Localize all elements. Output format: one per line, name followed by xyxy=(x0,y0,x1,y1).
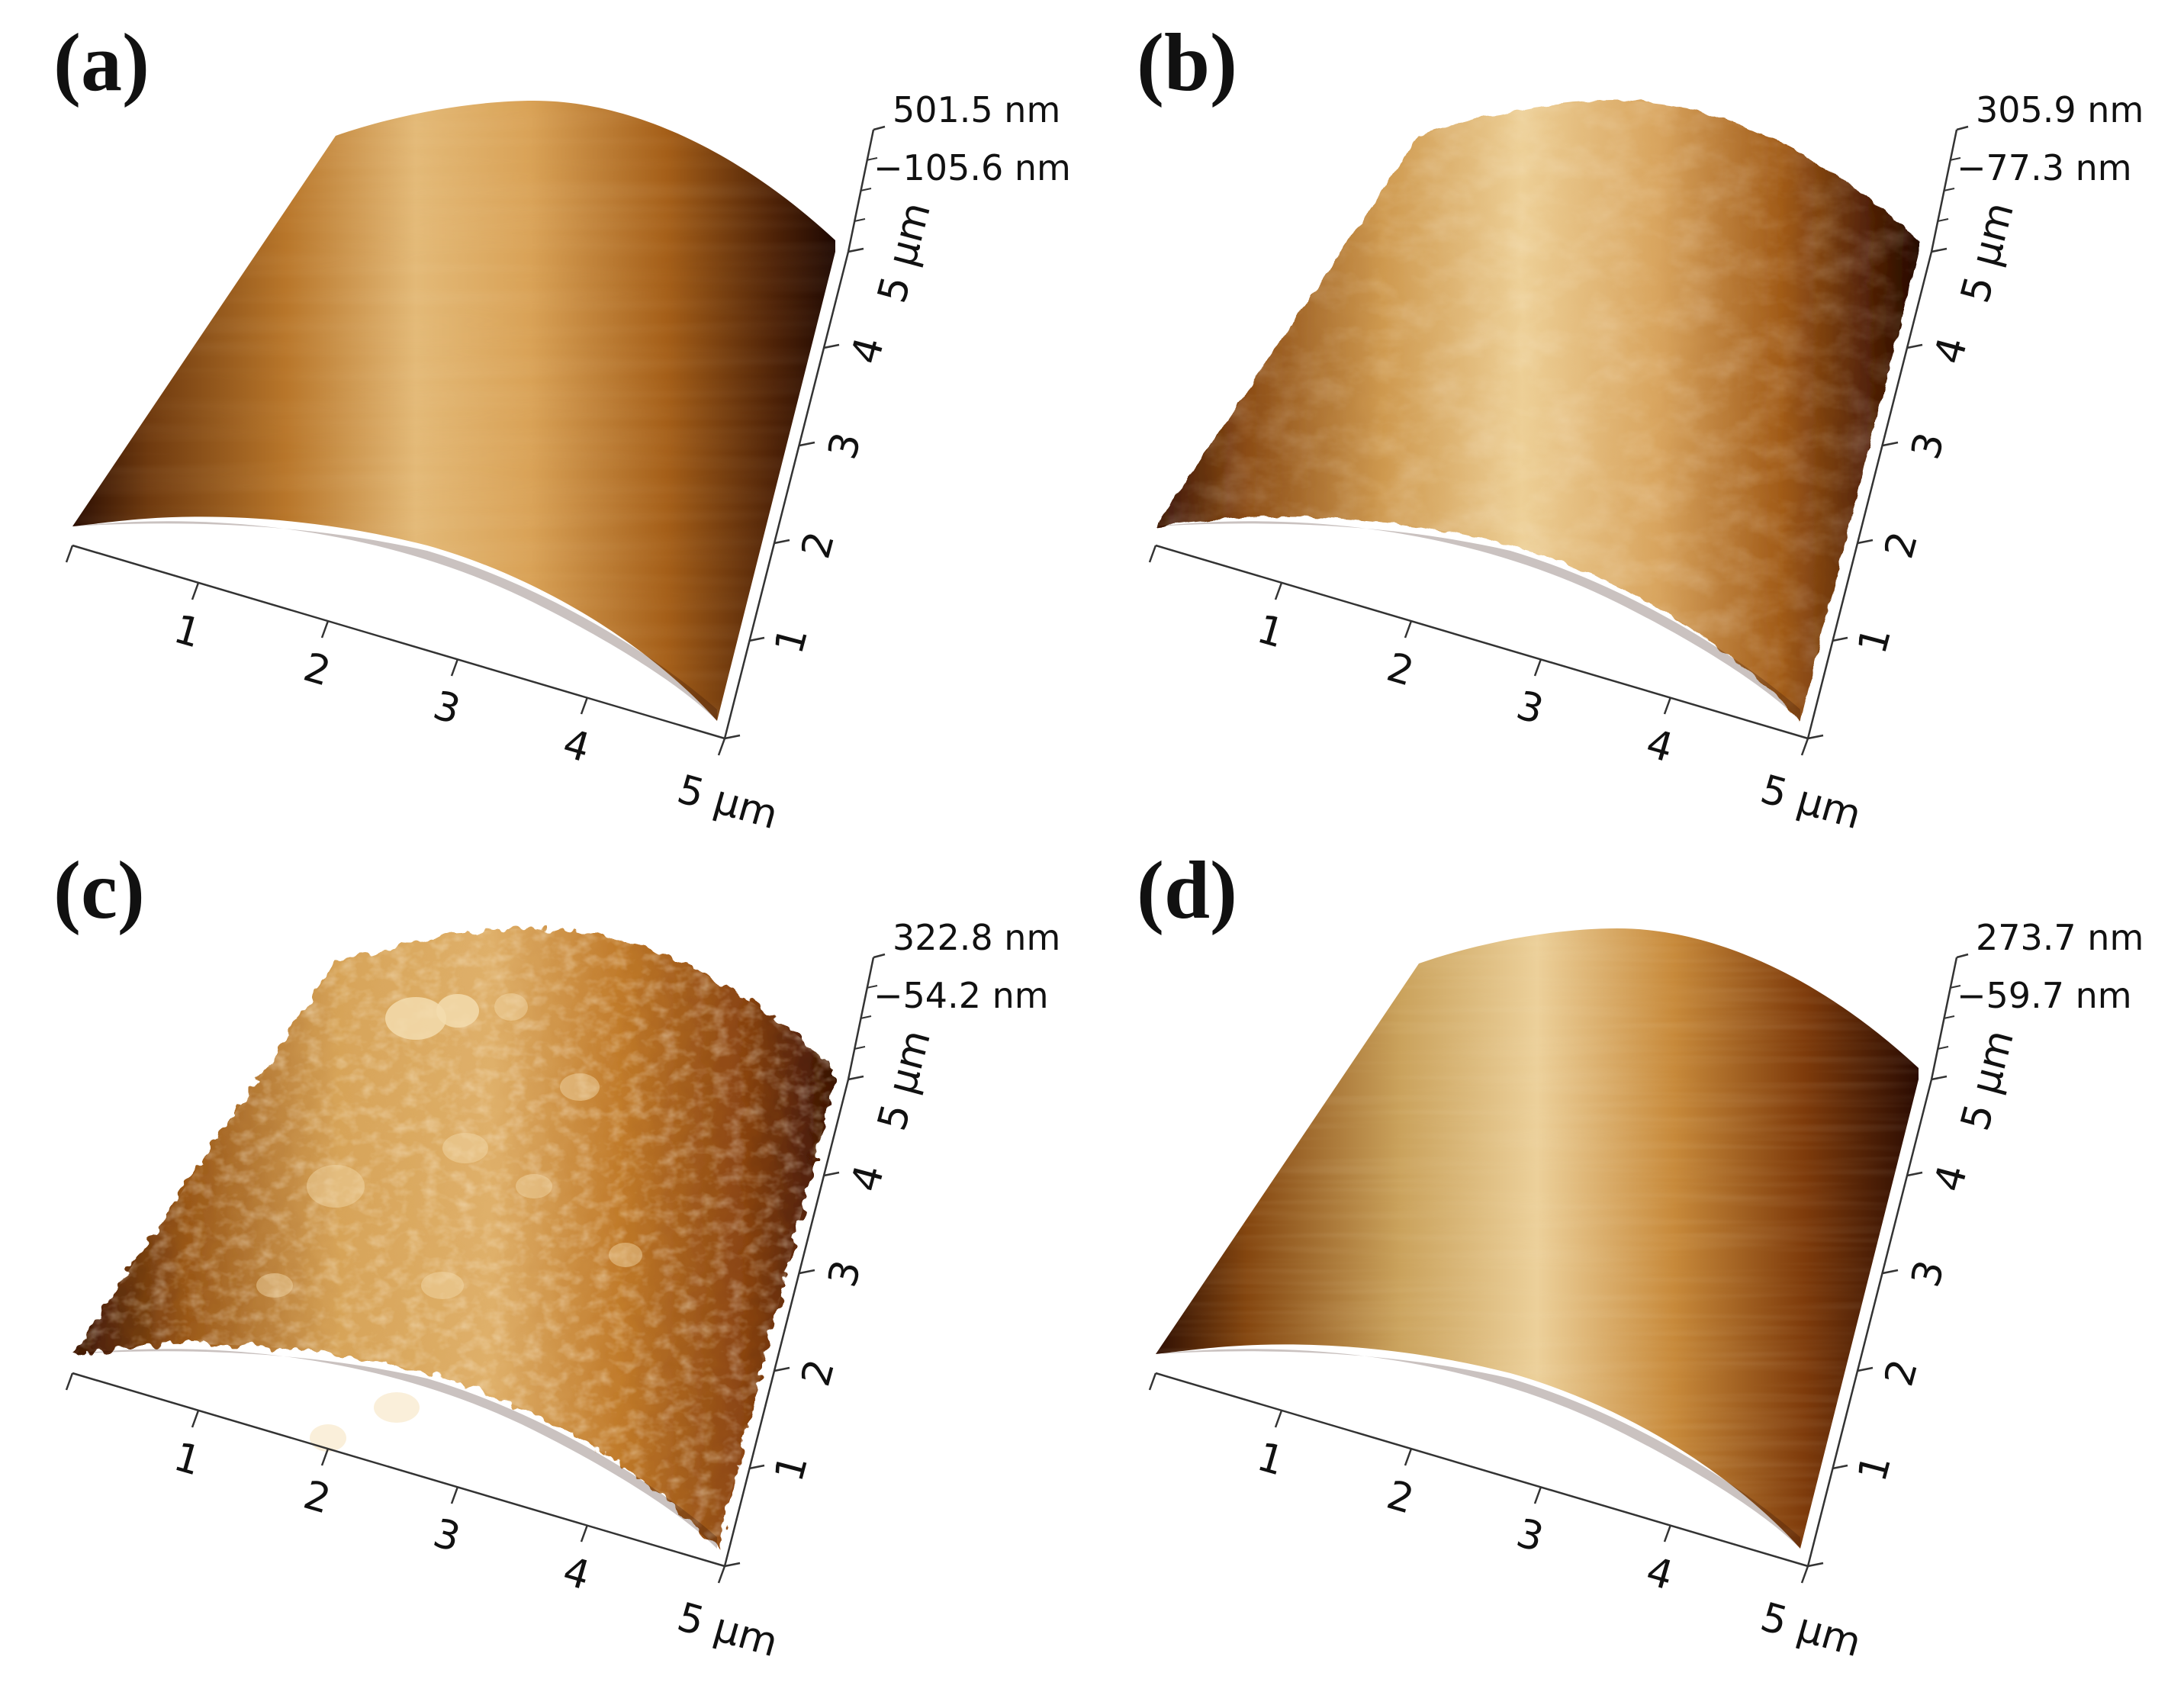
y-tick-label: 2 xyxy=(793,527,844,563)
z-max-label: 305.9 nm xyxy=(1976,89,2144,130)
x-tick-label: 2 xyxy=(298,645,335,696)
surface-grain xyxy=(374,1392,420,1423)
z-max-label: 501.5 nm xyxy=(893,89,1060,130)
y-tick-label: 2 xyxy=(1877,1355,1928,1391)
z-min-label: −59.7 nm xyxy=(1957,975,2132,1016)
surface-grain xyxy=(494,993,528,1021)
x-tick-label: 4 xyxy=(1641,1549,1677,1600)
x-tick-label: 1 xyxy=(1252,1434,1288,1485)
surface-grain xyxy=(560,1073,600,1101)
panel-d: 1 2 3 4 5 µm 1 2 3 4 5 µm 273.7 nm −59.7 nm (d) xyxy=(1137,845,2144,1666)
panel-letter: (d) xyxy=(1137,845,1237,936)
surface-grain xyxy=(307,1165,365,1208)
x-tick-label: 5 µm xyxy=(672,1594,783,1666)
y-tick-label: 1 xyxy=(767,1450,818,1486)
surface-grain xyxy=(516,1174,552,1198)
y-tick-label: 4 xyxy=(1926,1160,1977,1196)
y-tick-label: 5 µm xyxy=(1953,198,2023,307)
panel-c: 1 2 3 4 5 µm 1 2 3 4 5 µm 322.8 nm −54.2 nm (c) xyxy=(53,845,1060,1666)
x-tick-label: 3 xyxy=(428,1510,465,1562)
y-tick-label: 1 xyxy=(1850,1450,1901,1486)
panel-letter: (a) xyxy=(53,18,150,108)
x-tick-label: 2 xyxy=(1381,645,1418,696)
y-tick-label: 5 µm xyxy=(870,198,940,307)
y-tick-label: 3 xyxy=(820,1256,871,1292)
z-max-label: 322.8 nm xyxy=(893,917,1060,958)
x-tick-label: 4 xyxy=(558,721,594,772)
surface-grain xyxy=(436,994,479,1028)
x-tick-label: 5 µm xyxy=(672,767,783,838)
x-tick-label: 1 xyxy=(169,1434,205,1485)
surface-grain xyxy=(442,1133,488,1163)
x-tick-label: 3 xyxy=(1511,1510,1548,1562)
surface-grain xyxy=(385,997,446,1040)
surface-grain xyxy=(256,1273,293,1298)
surface-b xyxy=(1156,101,1919,721)
x-tick-label: 1 xyxy=(169,606,205,658)
x-tick-label: 4 xyxy=(558,1549,594,1600)
x-tick-label: 3 xyxy=(1511,683,1548,734)
panel-b: 1 2 3 4 5 µm 1 2 3 4 5 µm 305.9 nm −77.3 nm (b) xyxy=(1137,18,2144,838)
x-tick-label: 2 xyxy=(298,1472,335,1523)
y-tick-label: 4 xyxy=(1926,333,1977,368)
axes-b: 1 2 3 4 5 µm 1 2 3 4 5 µm 305.9 nm −77.3 nm xyxy=(1148,89,2144,838)
panel-letter: (c) xyxy=(53,845,145,936)
y-tick-label: 5 µm xyxy=(870,1025,940,1135)
surface-grain xyxy=(609,1243,642,1267)
surface-grain xyxy=(310,1424,346,1452)
x-tick-label: 1 xyxy=(1252,606,1288,658)
y-tick-label: 4 xyxy=(843,1160,894,1196)
y-tick-label: 3 xyxy=(1903,1256,1954,1292)
y-tick-label: 5 µm xyxy=(1953,1025,2023,1135)
z-max-label: 273.7 nm xyxy=(1976,917,2144,958)
x-tick-label: 5 µm xyxy=(1755,767,1866,838)
y-tick-label: 1 xyxy=(1850,622,1901,658)
surface-d xyxy=(1156,928,1919,1549)
x-tick-label: 4 xyxy=(1641,721,1677,772)
panel-a: 1 2 3 4 5 µm 1 2 3 4 5 µm 501.5 nm −105.6 nm (a) xyxy=(53,18,1071,838)
z-min-label: −105.6 nm xyxy=(873,147,1071,188)
surface-c xyxy=(72,928,835,1549)
y-tick-label: 2 xyxy=(793,1355,844,1391)
surface-a xyxy=(72,101,835,721)
x-tick-label: 2 xyxy=(1381,1472,1418,1523)
z-min-label: −77.3 nm xyxy=(1957,147,2132,188)
y-tick-label: 3 xyxy=(820,428,871,464)
z-min-label: −54.2 nm xyxy=(873,975,1049,1016)
x-tick-label: 5 µm xyxy=(1755,1594,1866,1666)
x-tick-label: 3 xyxy=(428,683,465,734)
y-tick-label: 4 xyxy=(843,333,894,368)
surface-grain xyxy=(421,1272,464,1299)
panel-letter: (b) xyxy=(1137,18,1237,108)
y-tick-label: 2 xyxy=(1877,527,1928,563)
y-tick-label: 3 xyxy=(1903,428,1954,464)
y-tick-label: 1 xyxy=(767,622,818,658)
